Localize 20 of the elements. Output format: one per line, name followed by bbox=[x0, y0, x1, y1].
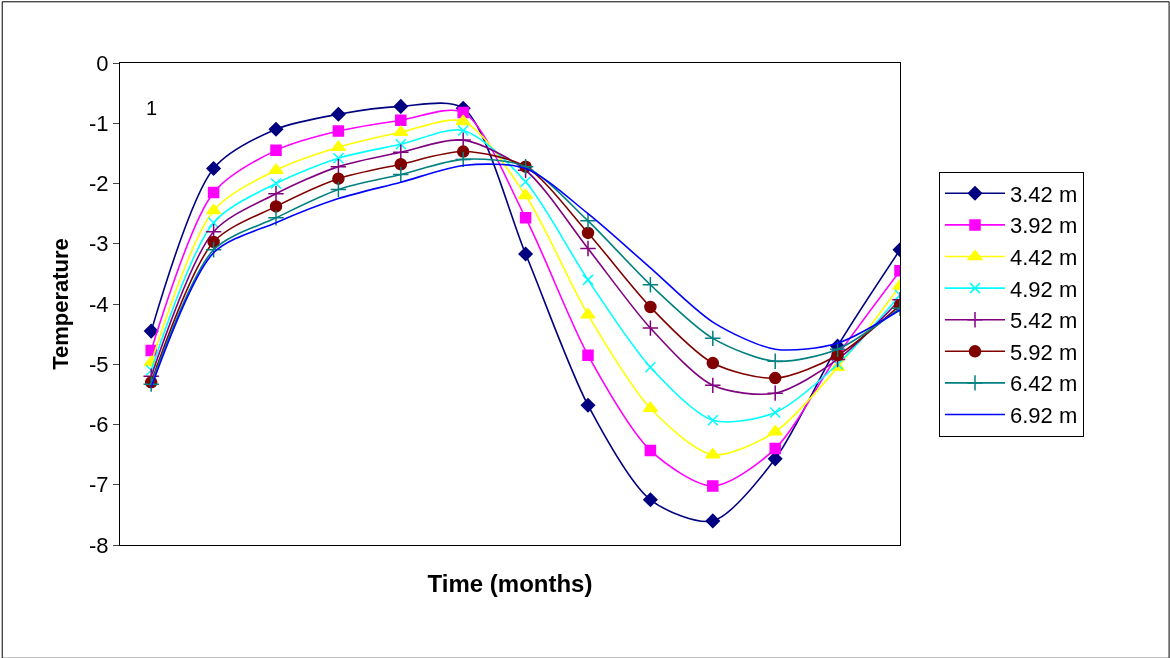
y-tick-label: -7 bbox=[89, 472, 109, 498]
y-axis-title: Temperature bbox=[47, 238, 73, 370]
x-axis-title: Time (months) bbox=[427, 570, 593, 598]
y-tick-label: -3 bbox=[89, 231, 109, 257]
y-tick-label: -4 bbox=[89, 291, 109, 317]
legend-label: 3.42 m bbox=[1010, 181, 1078, 207]
y-tick-label: -2 bbox=[89, 171, 109, 197]
legend-label: 6.42 m bbox=[1010, 371, 1078, 397]
legend-label: 4.92 m bbox=[1010, 276, 1078, 302]
y-tick-label: -5 bbox=[89, 351, 109, 377]
y-tick-label: -8 bbox=[89, 532, 109, 558]
legend-label: 5.42 m bbox=[1010, 308, 1078, 334]
legend-label: 3.92 m bbox=[1010, 213, 1078, 239]
annotation: 1 bbox=[146, 97, 158, 119]
y-tick-label: -6 bbox=[89, 412, 109, 438]
legend-label: 5.92 m bbox=[1010, 339, 1078, 365]
y-tick-label: 0 bbox=[96, 50, 109, 76]
y-tick-label: -1 bbox=[89, 110, 109, 136]
legend-label: 4.42 m bbox=[1010, 245, 1078, 271]
legend-label: 6.92 m bbox=[1010, 403, 1078, 429]
